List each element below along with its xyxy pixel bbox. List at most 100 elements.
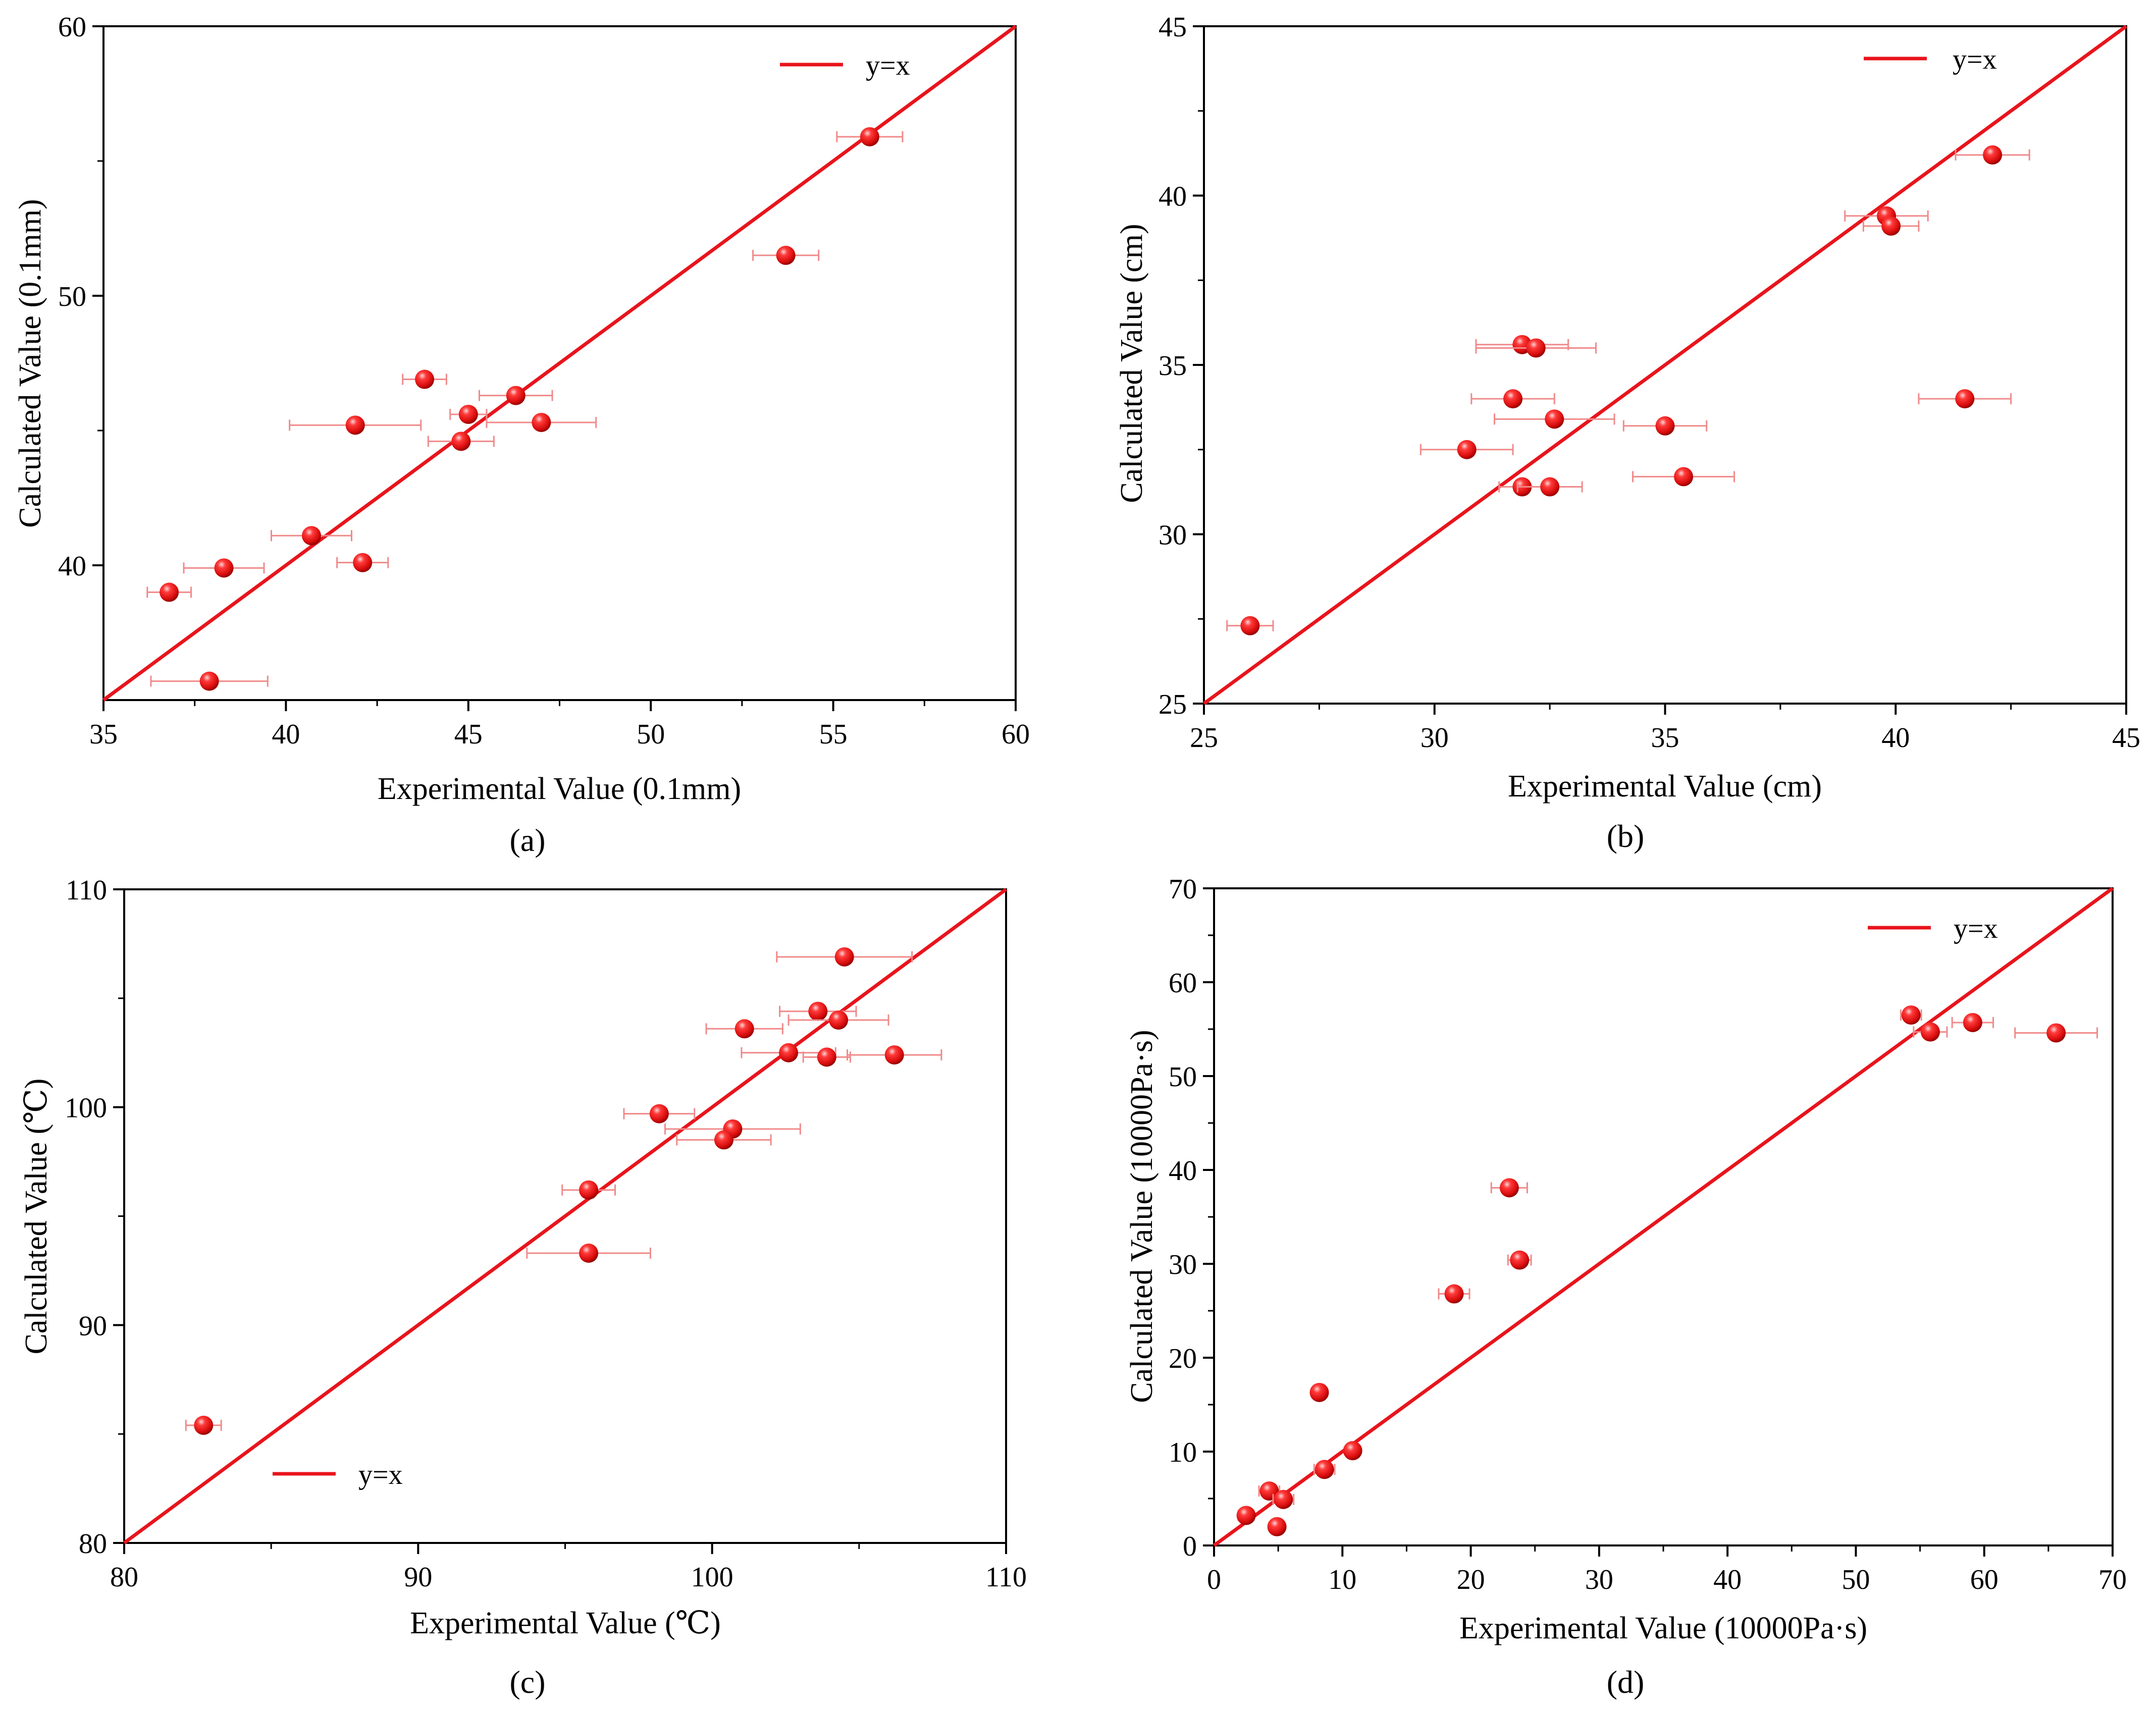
reference-line-d bbox=[1213, 887, 2114, 1547]
legend-label-d: y=x bbox=[1954, 913, 1998, 944]
x-axis-title-c: Experimental Value (℃) bbox=[410, 1606, 721, 1640]
x-tick-label-d: 70 bbox=[2098, 1564, 2127, 1595]
data-point-c bbox=[734, 1019, 754, 1039]
data-point-b bbox=[1545, 409, 1564, 429]
x-tick-label-b: 25 bbox=[1190, 722, 1218, 754]
data-point-c bbox=[649, 1104, 669, 1124]
x-tick-label-d: 50 bbox=[1842, 1564, 1870, 1595]
data-point-d bbox=[1259, 1481, 1279, 1501]
y-tick-label-c: 80 bbox=[79, 1528, 107, 1560]
x-axis-title-b: Experimental Value (cm) bbox=[1508, 769, 1822, 804]
data-point-a bbox=[506, 386, 525, 405]
panel-label-d: (d) bbox=[1607, 1664, 1645, 1700]
panel-label-a: (a) bbox=[509, 822, 545, 858]
data-point-b bbox=[1457, 440, 1477, 459]
data-point-b bbox=[1240, 616, 1260, 635]
legend-label-c: y=x bbox=[358, 1459, 403, 1490]
data-point-b bbox=[1881, 216, 1901, 236]
data-point-d bbox=[1444, 1284, 1464, 1304]
x-tick-label-d: 30 bbox=[1585, 1564, 1613, 1595]
y-tick-label-d: 20 bbox=[1169, 1343, 1197, 1374]
data-point-c bbox=[829, 1010, 849, 1030]
data-point-d bbox=[2046, 1023, 2066, 1043]
y-tick-label-c: 90 bbox=[79, 1310, 107, 1342]
data-point-c bbox=[714, 1130, 733, 1150]
x-tick-label-d: 20 bbox=[1457, 1564, 1485, 1595]
data-point-a bbox=[458, 404, 478, 424]
x-tick-label-b: 40 bbox=[1881, 722, 1910, 754]
y-tick-label-c: 110 bbox=[66, 875, 107, 906]
x-tick-label-a: 55 bbox=[819, 719, 848, 750]
x-tick-label-b: 35 bbox=[1651, 722, 1679, 754]
data-point-b bbox=[1955, 389, 1975, 409]
data-point-b bbox=[1983, 145, 2003, 165]
x-tick-label-c: 90 bbox=[404, 1562, 432, 1593]
data-point-a bbox=[199, 671, 219, 691]
y-tick-label-d: 0 bbox=[1183, 1531, 1197, 1562]
data-point-a bbox=[160, 582, 179, 602]
panel-b: (b) Experimental Value (cm) Calculated V… bbox=[1115, 12, 2140, 854]
data-point-c bbox=[579, 1180, 599, 1200]
x-tick-label-d: 0 bbox=[1207, 1564, 1221, 1595]
x-tick-label-c: 100 bbox=[691, 1562, 733, 1593]
data-point-d bbox=[1267, 1517, 1287, 1536]
data-point-a bbox=[345, 415, 365, 435]
panel-a: (a) Experimental Value (0.1mm) Calculate… bbox=[13, 12, 1030, 858]
data-point-d bbox=[1920, 1022, 1940, 1042]
data-point-a bbox=[353, 553, 373, 572]
x-tick-label-b: 30 bbox=[1421, 722, 1449, 754]
x-axis-title-d: Experimental Value (10000Pa·s) bbox=[1459, 1611, 1867, 1645]
reference-line-a bbox=[102, 25, 1017, 702]
x-tick-label-a: 35 bbox=[89, 719, 118, 750]
y-tick-label-d: 40 bbox=[1169, 1155, 1197, 1187]
reference-line-b bbox=[1202, 25, 2128, 705]
data-point-d bbox=[1343, 1441, 1362, 1461]
data-point-b bbox=[1655, 416, 1675, 436]
legend-label-b: y=x bbox=[1953, 44, 1997, 75]
y-tick-label-a: 40 bbox=[58, 551, 86, 582]
data-point-d bbox=[1510, 1250, 1530, 1270]
x-tick-label-c: 80 bbox=[110, 1562, 138, 1593]
panel-label-b: (b) bbox=[1607, 818, 1645, 854]
panel-label-c: (c) bbox=[509, 1664, 545, 1700]
y-tick-label-b: 40 bbox=[1159, 181, 1187, 212]
y-tick-label-b: 35 bbox=[1159, 350, 1187, 382]
y-tick-label-d: 50 bbox=[1169, 1061, 1197, 1093]
x-tick-label-d: 40 bbox=[1713, 1564, 1742, 1595]
data-point-c bbox=[808, 1001, 828, 1021]
y-tick-label-c: 100 bbox=[65, 1093, 107, 1124]
data-point-a bbox=[415, 369, 435, 389]
x-tick-label-a: 45 bbox=[454, 719, 483, 750]
y-axis-title-c: Calculated Value (℃) bbox=[19, 1079, 54, 1355]
data-point-b bbox=[1526, 338, 1546, 358]
legend-label-a: y=x bbox=[866, 50, 910, 81]
y-tick-label-a: 60 bbox=[58, 12, 86, 43]
y-axis-title-b: Calculated Value (cm) bbox=[1115, 224, 1149, 503]
y-axis-title-a: Calculated Value (0.1mm) bbox=[13, 199, 47, 527]
data-point-a bbox=[776, 245, 796, 265]
data-point-a bbox=[860, 127, 879, 146]
data-point-d bbox=[1963, 1012, 1982, 1032]
data-point-c bbox=[834, 947, 854, 967]
data-point-d bbox=[1499, 1178, 1519, 1198]
data-point-b bbox=[1503, 389, 1523, 409]
x-tick-label-a: 60 bbox=[1002, 719, 1030, 750]
y-tick-label-b: 45 bbox=[1159, 12, 1187, 43]
x-tick-label-d: 10 bbox=[1328, 1564, 1356, 1595]
data-point-d bbox=[1901, 1005, 1921, 1025]
data-point-d bbox=[1309, 1382, 1329, 1402]
data-point-c bbox=[779, 1043, 799, 1062]
data-point-a bbox=[532, 412, 551, 432]
y-tick-label-b: 25 bbox=[1159, 689, 1187, 720]
data-point-b bbox=[1674, 467, 1694, 487]
data-point-c bbox=[194, 1415, 214, 1435]
x-axis-title-a: Experimental Value (0.1mm) bbox=[378, 772, 741, 806]
y-tick-label-d: 70 bbox=[1169, 874, 1197, 905]
panel-d: (d) Experimental Value (10000Pa·s) Calcu… bbox=[1125, 874, 2127, 1700]
data-point-c bbox=[817, 1047, 836, 1067]
data-point-d bbox=[1274, 1489, 1293, 1509]
data-point-d bbox=[1314, 1460, 1334, 1479]
y-tick-label-a: 50 bbox=[58, 281, 86, 312]
y-axis-title-d: Calculated Value (10000Pa·s) bbox=[1125, 1030, 1159, 1403]
